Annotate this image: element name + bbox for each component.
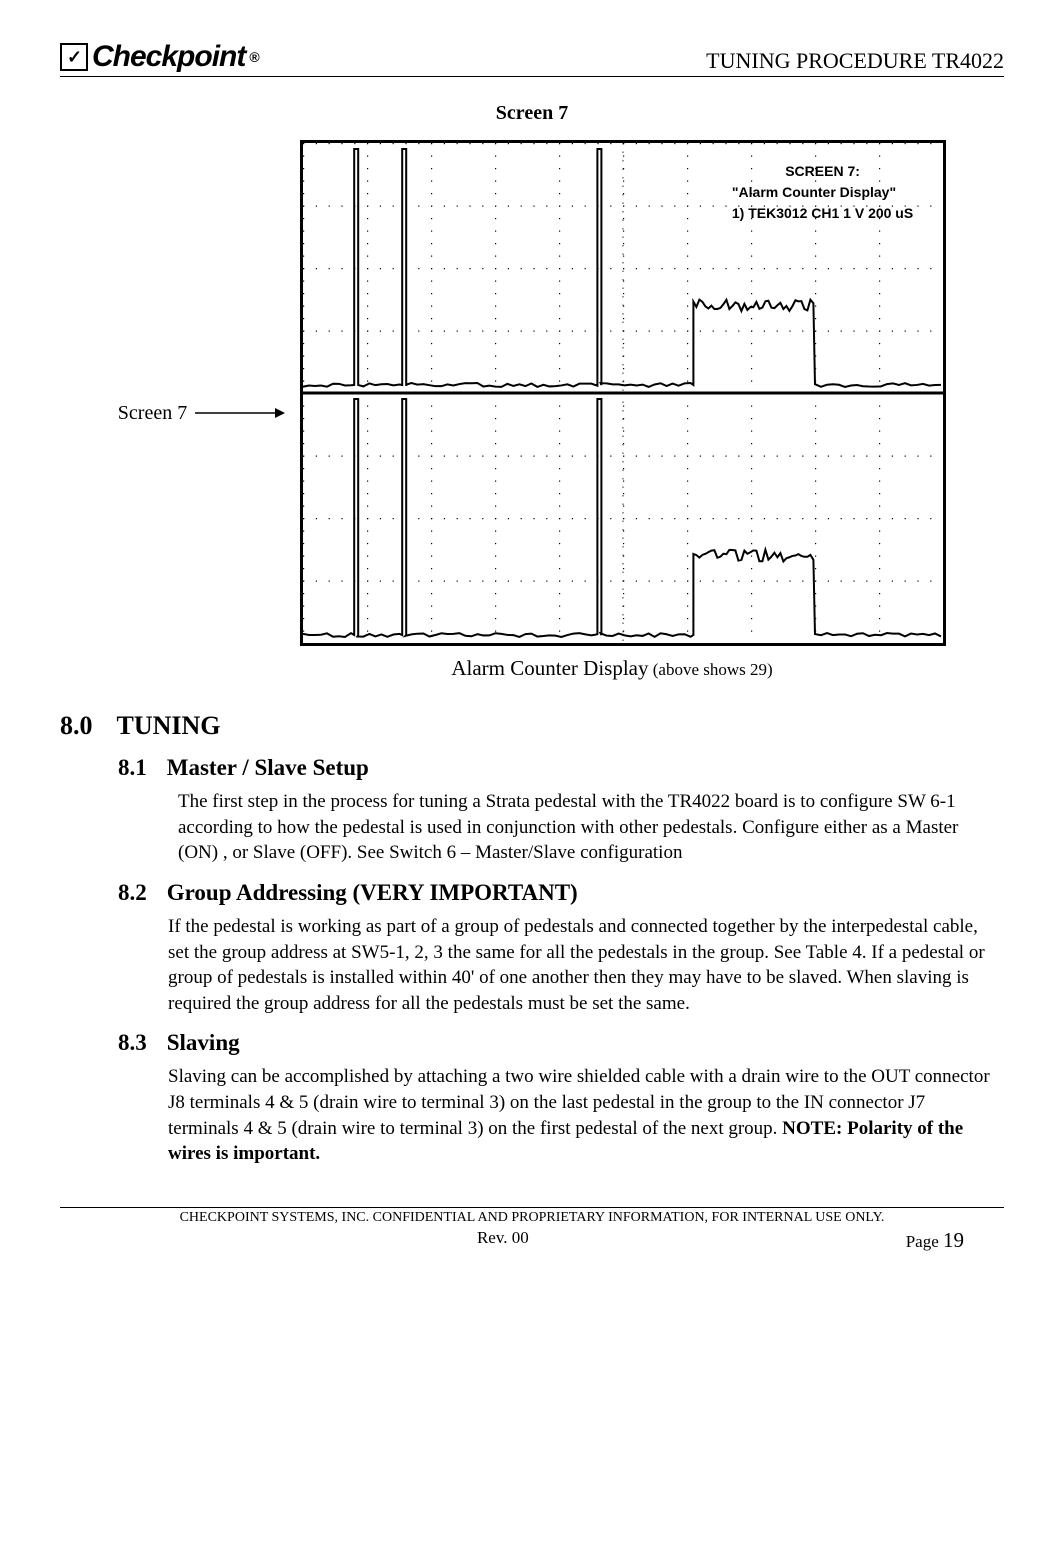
scope-overlay-line2: "Alarm Counter Display" — [732, 182, 913, 203]
callout-label: Screen 7 — [118, 402, 187, 425]
figure-caption: Alarm Counter Display (above shows 29) — [220, 656, 1004, 681]
section-8-heading: 8.0 TUNING — [60, 711, 1004, 741]
footer-page: Page 19 — [906, 1228, 964, 1253]
oscilloscope-screen: SCREEN 7: "Alarm Counter Display" 1) TEK… — [300, 140, 946, 646]
section-8-number: 8.0 — [60, 711, 93, 741]
page-header: ✓ Checkpoint ® TUNING PROCEDURE TR4022 — [60, 40, 1004, 77]
section-8-1-body: The first step in the process for tuning… — [178, 789, 998, 866]
logo-registered: ® — [249, 49, 258, 65]
logo: ✓ Checkpoint ® — [60, 40, 259, 74]
section-8-title: TUNING — [117, 711, 221, 741]
section-8-2-number: 8.2 — [118, 880, 147, 906]
footer-row: Rev. 00 Page 19 — [60, 1228, 1004, 1253]
caption-main: Alarm Counter Display — [451, 656, 648, 680]
figure-area: Screen 7 SCREEN 7: "Alarm Counter Displa… — [60, 140, 1004, 646]
caption-note: (above shows 29) — [648, 660, 772, 679]
figure-title: Screen 7 — [60, 102, 1004, 125]
footer-page-label: Page — [906, 1232, 943, 1251]
scope-overlay-line1: SCREEN 7: — [732, 161, 913, 182]
section-8-2-body: If the pedestal is working as part of a … — [168, 914, 998, 1017]
footer-rev: Rev. 00 — [477, 1228, 529, 1253]
figure-callout: Screen 7 — [118, 402, 285, 425]
section-8-3-heading: 8.3 Slaving — [118, 1030, 1004, 1056]
logo-check-icon: ✓ — [60, 43, 88, 71]
section-8-3-number: 8.3 — [118, 1030, 147, 1056]
document-title: TUNING PROCEDURE TR4022 — [706, 48, 1004, 74]
logo-text: Checkpoint — [92, 40, 245, 74]
section-8-1-number: 8.1 — [118, 755, 147, 781]
arrow-right-icon — [195, 405, 285, 421]
section-8-2-heading: 8.2 Group Addressing (VERY IMPORTANT) — [118, 880, 1004, 906]
scope-overlay-line3: 1) TEK3012 CH1 1 V 200 uS — [732, 203, 913, 224]
scope-overlay-text: SCREEN 7: "Alarm Counter Display" 1) TEK… — [732, 161, 913, 224]
footer-page-number: 19 — [943, 1228, 964, 1252]
section-8-2-title: Group Addressing (VERY IMPORTANT) — [167, 880, 578, 906]
section-8-3-title: Slaving — [167, 1030, 240, 1056]
footer-confidential: CHECKPOINT SYSTEMS, INC. CONFIDENTIAL AN… — [60, 1207, 1004, 1226]
section-8-1-heading: 8.1 Master / Slave Setup — [118, 755, 1004, 781]
section-8-1-title: Master / Slave Setup — [167, 755, 369, 781]
section-8-3-body: Slaving can be accomplished by attaching… — [168, 1064, 998, 1167]
